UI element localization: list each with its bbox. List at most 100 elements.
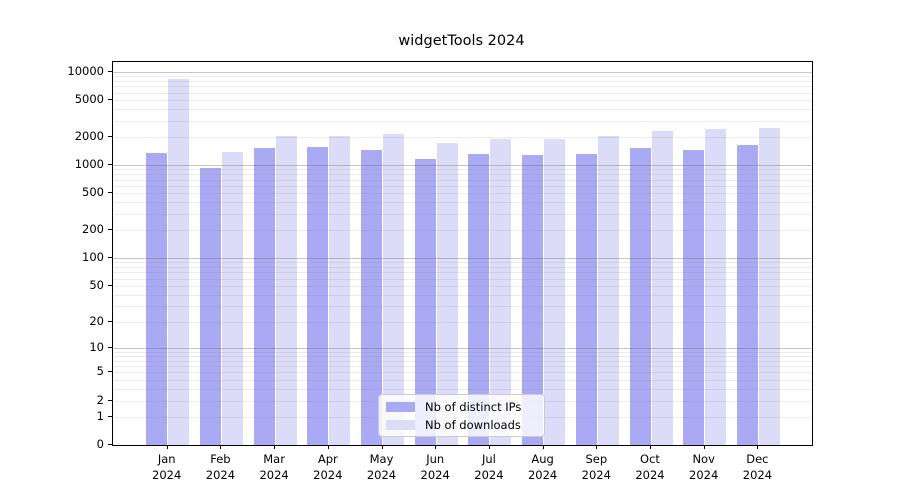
- legend-row-downloads: Nb of downloads: [386, 418, 537, 432]
- y-tick-label: 20: [89, 313, 104, 328]
- legend: Nb of distinct IPs Nb of downloads: [378, 394, 545, 437]
- y-tick-mark: [108, 164, 112, 166]
- x-tick-mark: [757, 445, 759, 449]
- y-tick-mark: [108, 192, 112, 194]
- plot-area: [112, 61, 813, 446]
- gridline-minor: [113, 230, 812, 232]
- bar-distinct-ips-feb: [199, 167, 221, 445]
- x-tick-label-nov: Nov 2024: [689, 452, 719, 482]
- gridline-minor: [113, 360, 812, 362]
- bar-downloads-may: [383, 134, 404, 445]
- y-tick-label: 2: [96, 392, 104, 407]
- x-tick-mark: [327, 445, 329, 449]
- gridline-minor: [113, 294, 812, 296]
- y-tick-mark: [108, 399, 112, 401]
- y-tick-mark: [108, 371, 112, 373]
- bar-distinct-ips-aug: [522, 155, 544, 445]
- bar-downloads-mar: [275, 135, 297, 445]
- gridline-minor: [113, 120, 812, 122]
- x-tick-mark: [650, 445, 651, 449]
- bar-distinct-ips-apr: [307, 147, 329, 445]
- y-tick-label: 200: [82, 222, 104, 237]
- legend-swatch-distinct-ips: [386, 401, 415, 412]
- bar-distinct-ips-may: [361, 149, 382, 445]
- gridline-major: [113, 347, 812, 349]
- y-tick-mark: [108, 229, 112, 231]
- x-tick-mark: [703, 445, 705, 449]
- gridline-minor: [113, 379, 812, 381]
- gridline-minor: [113, 92, 812, 94]
- bar-distinct-ips-nov: [683, 149, 705, 445]
- y-tick-label: 5: [96, 364, 104, 379]
- gridline-minor: [113, 272, 812, 274]
- y-tick-label: 1000: [74, 157, 104, 172]
- gridline-minor: [113, 137, 812, 139]
- gridline-minor: [113, 109, 812, 111]
- y-tick-mark: [108, 257, 112, 259]
- gridline-major: [113, 258, 812, 260]
- gridline-minor: [113, 179, 812, 181]
- x-tick-label-oct: Oct 2024: [635, 452, 665, 482]
- gridline-minor: [113, 213, 812, 215]
- gridline-major: [113, 71, 812, 73]
- y-tick-mark: [108, 444, 112, 445]
- gridline-minor: [113, 185, 812, 187]
- legend-label-distinct-ips: Nb of distinct IPs: [425, 399, 522, 414]
- x-tick-label-jan: Jan 2024: [152, 452, 182, 482]
- bar-downloads-dec: [758, 127, 780, 445]
- chart-title: widgetTools 2024: [398, 33, 525, 49]
- x-tick-label-may: May 2024: [366, 452, 397, 482]
- gridline-minor: [113, 372, 812, 374]
- y-tick-mark: [108, 346, 112, 348]
- gridline-minor: [113, 278, 812, 280]
- y-tick-label: 5000: [74, 92, 104, 107]
- x-tick-label-mar: Mar 2024: [259, 452, 289, 482]
- x-tick-label-sep: Sep 2024: [581, 452, 611, 482]
- gridline-minor: [113, 86, 812, 88]
- x-tick-label-feb: Feb 2024: [205, 452, 236, 482]
- x-tick-mark: [435, 445, 437, 449]
- bar-distinct-ips-sep: [575, 154, 597, 445]
- gridline-minor: [113, 174, 812, 176]
- bar-downloads-jun: [436, 142, 458, 445]
- bar-downloads-apr: [329, 135, 351, 445]
- x-tick-mark: [274, 445, 276, 449]
- bar-distinct-ips-mar: [253, 147, 275, 445]
- x-tick-label-apr: Apr 2024: [313, 452, 343, 482]
- legend-swatch-downloads: [386, 419, 415, 430]
- legend-label-downloads: Nb of downloads: [425, 417, 521, 432]
- x-tick-mark: [381, 445, 383, 449]
- gridline-minor: [113, 351, 812, 353]
- gridline-minor: [113, 388, 812, 390]
- x-tick-label-jul: Jul 2024: [474, 452, 504, 482]
- legend-row-distinct-ips: Nb of distinct IPs: [386, 400, 537, 414]
- gridline-minor: [113, 193, 812, 195]
- x-tick-label-dec: Dec 2024: [742, 452, 773, 482]
- bar-downloads-aug: [544, 138, 566, 445]
- gridline-minor: [113, 262, 812, 264]
- gridline-minor: [113, 202, 812, 204]
- x-tick-label-jun: Jun 2024: [420, 452, 450, 482]
- bar-downloads-feb: [221, 152, 243, 445]
- gridline-minor: [113, 321, 812, 323]
- y-tick-mark: [108, 136, 112, 138]
- x-tick-mark: [220, 445, 222, 449]
- x-tick-mark: [542, 445, 544, 449]
- gridline-minor: [113, 356, 812, 358]
- gridline-minor: [113, 100, 812, 102]
- y-tick-label: 1: [96, 408, 104, 423]
- y-tick-label: 50: [89, 277, 104, 292]
- y-tick-label: 2000: [74, 129, 104, 144]
- y-tick-label: 10000: [67, 63, 104, 78]
- gridline-major: [113, 165, 812, 167]
- gridline-minor: [113, 305, 812, 307]
- x-tick-mark: [488, 445, 490, 449]
- y-tick-label: 10: [89, 339, 104, 354]
- gridline-minor: [113, 169, 812, 171]
- bar-downloads-jul: [490, 139, 512, 445]
- bar-distinct-ips-jul: [468, 153, 490, 445]
- y-tick-mark: [108, 99, 112, 101]
- y-tick-mark: [108, 70, 112, 72]
- bar-downloads-jan: [168, 78, 190, 445]
